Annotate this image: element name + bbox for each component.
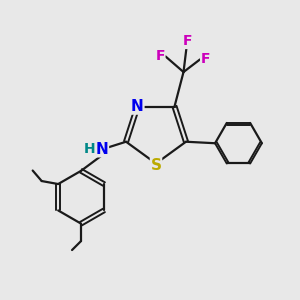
Text: F: F <box>201 52 210 66</box>
Text: F: F <box>182 34 192 48</box>
Text: N: N <box>96 142 108 157</box>
Text: F: F <box>155 49 165 63</box>
Text: S: S <box>151 158 161 172</box>
Text: N: N <box>131 99 144 114</box>
Text: H: H <box>83 142 95 156</box>
